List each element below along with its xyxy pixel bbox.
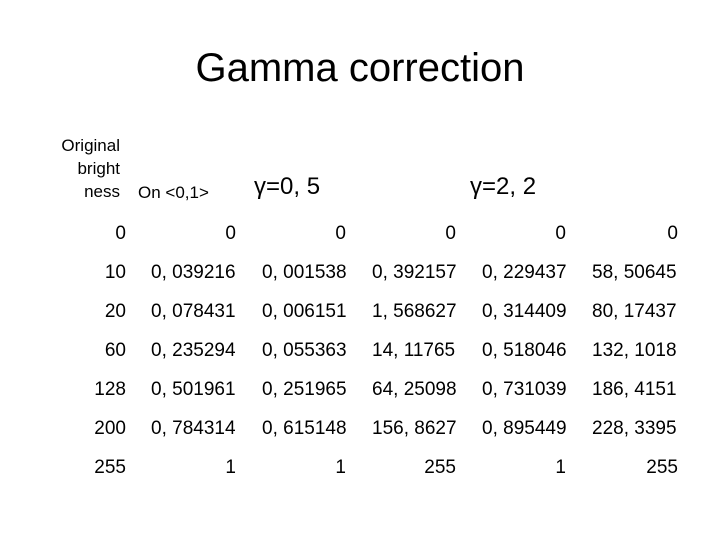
cell-gamma-0-5-scaled: 156, 8627 — [372, 418, 457, 439]
cell-normalized-value: 0, 078431 — [151, 301, 236, 322]
table-row: 10 0, 039216 0, 001538 0, 392157 0, 229437 58… — [0, 260, 720, 286]
cell-normalized-value: 0, 501961 — [151, 379, 236, 400]
cell-gamma-0-5-normalized: 0 — [335, 223, 346, 244]
cell-gamma-2-2-scaled: 132, 1018 — [592, 340, 677, 361]
cell-normalized-value: 1 — [225, 457, 236, 478]
table-row: 200 0, 784314 0, 615148 156, 8627 0, 895449 2… — [0, 416, 720, 442]
table-row: 255 1 1 255 1 255 — [0, 455, 720, 481]
cell-gamma-2-2-normalized: 1 — [555, 457, 566, 478]
cell-gamma-0-5-scaled: 1, 568627 — [372, 301, 457, 322]
cell-gamma-0-5-normalized: 0, 251965 — [262, 379, 347, 400]
cell-gamma-2-2-scaled: 80, 17437 — [592, 301, 677, 322]
cell-gamma-0-5-normalized: 1 — [335, 457, 346, 478]
cell-original-value: 200 — [94, 418, 126, 439]
cell-normalized-value: 0 — [225, 223, 236, 244]
cell-original-value: 255 — [94, 457, 126, 478]
cell-gamma-0-5-normalized: 0, 615148 — [262, 418, 347, 439]
cell-gamma-2-2-normalized: 0, 895449 — [482, 418, 567, 439]
header-gamma-2-2: γ=2, 2 — [470, 173, 537, 200]
cell-gamma-2-2-scaled: 186, 4151 — [592, 379, 677, 400]
table-row: 128 0, 501961 0, 251965 64, 25098 0, 731039 1… — [0, 377, 720, 403]
cell-gamma-0-5-scaled: 14, 11765 — [372, 340, 456, 361]
page-title: Gamma correction — [195, 46, 525, 90]
cell-gamma-2-2-normalized: 0, 314409 — [482, 301, 567, 322]
cell-gamma-0-5-normalized: 0, 001538 — [262, 262, 347, 283]
cell-gamma-0-5-normalized: 0, 006151 — [262, 301, 347, 322]
cell-gamma-0-5-scaled: 255 — [424, 457, 456, 478]
header-original-brightness: Original bright ness — [61, 136, 120, 201]
cell-gamma-2-2-scaled: 255 — [646, 457, 678, 478]
cell-original-value: 60 — [104, 340, 126, 361]
table-row: 60 0, 235294 0, 055363 14, 11765 0, 518046 13… — [0, 338, 720, 364]
cell-gamma-2-2-scaled: 228, 3395 — [592, 418, 677, 439]
cell-gamma-2-2-normalized: 0, 731039 — [482, 379, 567, 400]
cell-gamma-2-2-scaled: 58, 50645 — [592, 262, 677, 283]
cell-original-value: 20 — [104, 301, 126, 322]
cell-gamma-0-5-scaled: 0, 392157 — [372, 262, 457, 283]
cell-normalized-value: 0, 784314 — [151, 418, 236, 439]
cell-gamma-2-2-scaled: 0 — [667, 223, 678, 244]
cell-original-value: 128 — [94, 379, 126, 400]
cell-original-value: 10 — [104, 262, 126, 283]
cell-gamma-2-2-normalized: 0, 229437 — [482, 262, 567, 283]
cell-gamma-2-2-normalized: 0, 518046 — [482, 340, 567, 361]
table-row: 20 0, 078431 0, 006151 1, 568627 0, 314409 80… — [0, 299, 720, 325]
header-on-range: On <0,1> — [138, 183, 209, 202]
cell-gamma-0-5-scaled: 64, 25098 — [372, 379, 457, 400]
cell-normalized-value: 0, 235294 — [151, 340, 236, 361]
table-row: 0 0 0 0 0 0 — [0, 221, 720, 247]
cell-gamma-2-2-normalized: 0 — [555, 223, 566, 244]
cell-normalized-value: 0, 039216 — [151, 262, 236, 283]
header-gamma-0-5: γ=0, 5 — [254, 173, 321, 200]
cell-gamma-0-5-normalized: 0, 055363 — [262, 340, 347, 361]
cell-gamma-0-5-scaled: 0 — [445, 223, 456, 244]
cell-original-value: 0 — [115, 223, 126, 244]
